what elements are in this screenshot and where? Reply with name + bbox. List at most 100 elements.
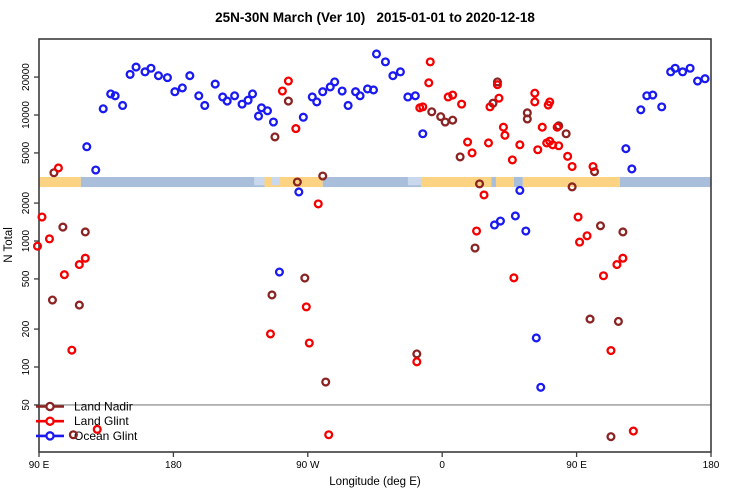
point-land-glint: [412, 357, 422, 367]
point-ocean-glint: [253, 111, 264, 121]
x-tick-label: 90 E: [566, 460, 587, 471]
point-land-glint: [606, 346, 616, 356]
legend-marker-land-glint: [45, 416, 55, 426]
point-ocean-glint: [536, 382, 546, 392]
point-ocean-glint: [627, 164, 637, 174]
y-tick-label: 10000: [21, 101, 32, 129]
point-ocean-glint: [294, 187, 304, 197]
point-ocean-glint: [368, 85, 379, 95]
point-land-nadir: [292, 177, 302, 187]
x-axis-label: Longitude (deg E): [329, 476, 421, 488]
point-land-glint: [554, 141, 564, 151]
point-ocean-glint: [325, 82, 335, 92]
point-land-nadir: [427, 107, 437, 117]
point-land-nadir: [80, 227, 90, 237]
y-tick-label: 2000: [21, 192, 32, 215]
point-land-nadir: [474, 179, 485, 189]
surface-band-light-patch: [271, 177, 280, 186]
surface-band-segment-land: [421, 177, 492, 188]
point-land-glint: [500, 130, 510, 140]
point-land-glint: [415, 103, 425, 113]
point-land-nadir: [283, 96, 293, 106]
point-land-glint: [588, 161, 598, 172]
point-land-nadir: [455, 152, 465, 162]
x-tick-label: 180: [165, 460, 182, 471]
point-ocean-glint: [515, 185, 525, 195]
point-land-glint: [507, 155, 517, 165]
point-land-nadir: [47, 295, 57, 305]
point-land-nadir: [436, 112, 446, 122]
point-land-glint: [479, 190, 489, 200]
point-ocean-glint: [410, 91, 420, 101]
point-ocean-glint: [110, 91, 120, 101]
point-ocean-glint: [636, 105, 646, 115]
point-land-nadir: [606, 432, 616, 442]
point-ocean-glint: [330, 77, 340, 87]
point-ocean-glint: [125, 69, 135, 79]
point-land-glint: [530, 88, 540, 98]
point-land-glint: [515, 140, 525, 150]
point-ocean-glint: [146, 63, 156, 73]
point-ocean-glint: [307, 92, 317, 102]
point-land-glint: [618, 253, 628, 263]
y-tick-label: 200: [21, 320, 32, 337]
point-ocean-glint: [247, 89, 258, 99]
point-land-nadir: [412, 349, 422, 359]
point-land-glint: [530, 97, 540, 107]
point-land-glint: [283, 76, 293, 86]
point-land-glint: [483, 138, 494, 148]
point-ocean-glint: [170, 87, 180, 97]
surface-band-segment-ocean: [619, 177, 711, 188]
x-tick-label: 0: [439, 460, 445, 471]
point-ocean-glint: [243, 95, 253, 105]
x-tick-label: 90 E: [29, 460, 50, 471]
point-land-nadir: [522, 114, 532, 124]
point-land-nadir: [318, 171, 328, 181]
point-land-glint: [545, 97, 555, 107]
point-ocean-glint: [700, 74, 710, 84]
point-land-glint: [463, 137, 473, 147]
surface-band-segment-ocean: [513, 177, 523, 188]
point-land-glint: [612, 260, 622, 270]
point-ocean-glint: [200, 100, 210, 111]
legend-item-land-glint: Land Glint: [74, 414, 129, 428]
y-tick-label: 50: [21, 399, 32, 411]
point-land-glint: [448, 90, 458, 100]
point-ocean-glint: [648, 90, 658, 100]
point-land-glint: [567, 161, 577, 172]
point-land-nadir: [613, 316, 623, 326]
point-land-nadir: [589, 167, 600, 177]
x-tick-label: 90 W: [296, 460, 320, 471]
point-land-glint: [443, 92, 453, 102]
point-ocean-glint: [312, 97, 322, 107]
point-land-glint: [545, 136, 555, 146]
point-land-glint: [628, 426, 638, 436]
point-land-nadir: [595, 221, 606, 231]
point-land-glint: [498, 122, 508, 132]
point-ocean-glint: [91, 165, 101, 175]
y-tick-label: 5000: [21, 141, 32, 164]
point-ocean-glint: [237, 99, 247, 109]
plot-frame: [38, 38, 712, 453]
point-ocean-glint: [210, 79, 220, 89]
x-tick-label: 180: [703, 460, 720, 471]
point-land-glint: [494, 93, 504, 103]
point-ocean-glint: [388, 71, 398, 81]
surface-band-segment-ocean: [491, 177, 496, 188]
surface-band-segment-ocean: [80, 177, 265, 188]
point-ocean-glint: [185, 71, 195, 81]
point-land-glint: [537, 122, 547, 132]
y-axis-label: N Total: [3, 227, 15, 263]
point-land-glint: [80, 253, 90, 263]
point-land-glint: [291, 124, 301, 134]
point-land-glint: [67, 345, 77, 355]
point-land-glint: [301, 302, 311, 312]
point-ocean-glint: [403, 92, 413, 102]
point-ocean-glint: [693, 76, 703, 86]
point-ocean-glint: [371, 49, 382, 59]
point-ocean-glint: [177, 83, 187, 93]
point-land-glint: [44, 234, 55, 244]
point-land-glint: [37, 212, 47, 222]
